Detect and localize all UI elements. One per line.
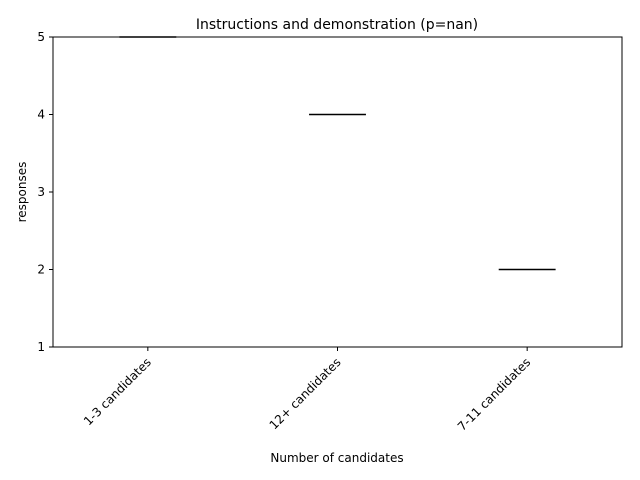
y-axis-label: responses bbox=[15, 162, 29, 223]
y-tick-label: 1 bbox=[37, 340, 45, 354]
x-axis-label: Number of candidates bbox=[270, 451, 403, 465]
y-tick-label: 5 bbox=[37, 30, 45, 44]
y-tick-label: 4 bbox=[37, 108, 45, 122]
chart-title: Instructions and demonstration (p=nan) bbox=[196, 17, 478, 33]
y-tick-label: 2 bbox=[37, 263, 45, 277]
y-tick-label: 3 bbox=[37, 185, 45, 199]
